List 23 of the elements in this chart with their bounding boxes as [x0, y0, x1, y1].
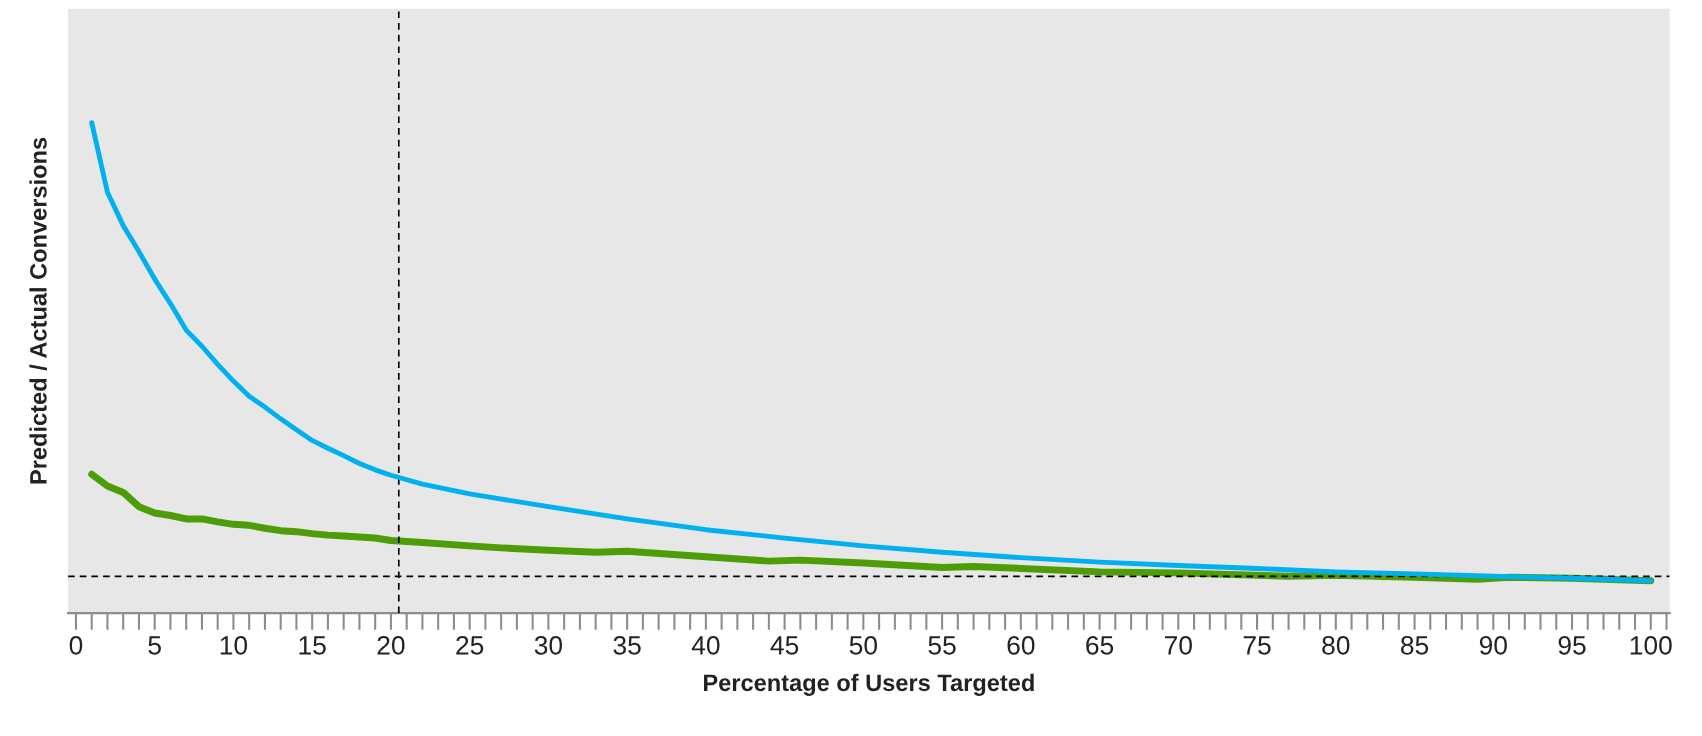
x-tick-label: 20 [377, 636, 405, 655]
x-tick-label: 50 [849, 636, 877, 655]
x-tick-label: 25 [456, 636, 484, 655]
x-tick-label: 100 [1630, 636, 1672, 655]
x-tick-label: 80 [1322, 636, 1350, 655]
x-tick-label: 85 [1401, 636, 1429, 655]
x-tick-label: 40 [691, 636, 720, 655]
x-axis-title: Percentage of Users Targeted [704, 673, 1034, 696]
x-tick-label: 55 [928, 636, 956, 655]
x-tick-label: 45 [770, 636, 799, 655]
x-tick-label: 0 [69, 636, 83, 655]
x-tick-label: 10 [220, 636, 248, 655]
x-tick-label: 90 [1479, 636, 1507, 655]
x-tick-label: 95 [1558, 636, 1586, 655]
x-tick-label: 35 [613, 636, 641, 655]
x-tick-label: 15 [299, 636, 326, 655]
x-tick-label: 30 [534, 636, 563, 655]
y-axis-title: Predicted / Actual Conversions [29, 137, 47, 484]
x-tick-label: 60 [1007, 636, 1035, 655]
x-tick-label: 75 [1243, 636, 1271, 655]
x-tick-label: 70 [1165, 636, 1192, 655]
x-tick-label: 5 [148, 636, 161, 655]
x-tick-label: 65 [1086, 636, 1114, 655]
